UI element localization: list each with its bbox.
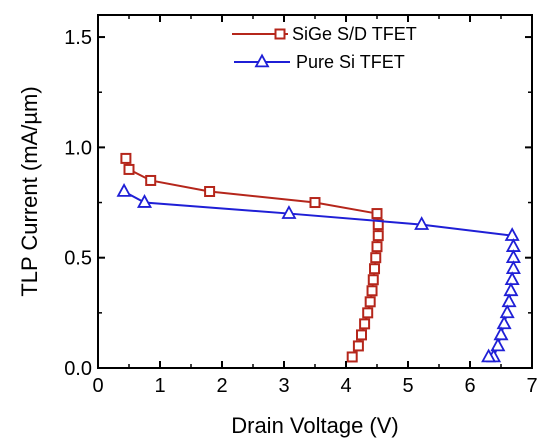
- legend-label: SiGe S/D TFET: [292, 24, 417, 44]
- data-point: [370, 252, 382, 264]
- x-tick-label: 7: [526, 375, 537, 397]
- y-tick-label: 1.5: [64, 27, 92, 49]
- data-point: [367, 274, 379, 286]
- legend-entry-pure-si: Pure Si TFET: [234, 52, 405, 72]
- data-point: [481, 348, 497, 363]
- data-point: [372, 230, 384, 242]
- x-tick-label: 1: [154, 375, 165, 397]
- data-point: [504, 227, 520, 241]
- y-tick-label: 1.0: [64, 137, 92, 159]
- x-tick-label: 4: [340, 375, 351, 397]
- data-point: [496, 315, 512, 330]
- y-tick-label: 0.0: [64, 358, 92, 380]
- data-point: [123, 163, 135, 175]
- data-point: [362, 307, 374, 319]
- data-point: [364, 296, 376, 308]
- data-point: [371, 241, 383, 253]
- data-point: [352, 340, 364, 352]
- data-point: [346, 351, 358, 363]
- legend-entry-sige: SiGe S/D TFET: [232, 24, 417, 44]
- x-axis-label: Drain Voltage (V): [231, 413, 399, 438]
- data-point: [493, 326, 509, 341]
- x-tick-label: 2: [216, 375, 227, 397]
- x-tick-label: 3: [278, 375, 289, 397]
- data-point: [204, 186, 216, 197]
- data-point: [369, 263, 381, 275]
- y-tick-label: 0.5: [64, 248, 92, 270]
- data-point: [136, 194, 153, 208]
- data-point: [145, 174, 157, 186]
- data-point: [504, 271, 520, 286]
- data-point: [371, 208, 383, 220]
- legend-marker: [254, 53, 270, 68]
- data-point: [366, 285, 378, 297]
- data-point: [501, 293, 517, 308]
- x-tick-label: 6: [464, 375, 475, 397]
- x-tick-label: 5: [402, 375, 413, 397]
- data-point: [359, 318, 371, 330]
- x-tick-label: 0: [92, 375, 103, 397]
- data-point: [281, 205, 297, 219]
- data-point: [356, 329, 367, 341]
- legend-marker: [274, 28, 286, 40]
- data-point: [414, 216, 430, 230]
- data-point: [499, 304, 515, 319]
- data-point: [503, 282, 519, 297]
- legend-label: Pure Si TFET: [296, 52, 405, 72]
- data-point: [505, 260, 521, 275]
- series-sige: [120, 152, 384, 363]
- series-line: [123, 190, 515, 358]
- data-point: [490, 337, 506, 352]
- series-pure-si: [116, 183, 521, 363]
- data-point: [116, 183, 132, 197]
- data-point: [120, 152, 132, 164]
- series-line: [124, 158, 380, 358]
- y-axis-label: TLP Current (mA/µm): [17, 86, 42, 296]
- data-point: [309, 197, 321, 209]
